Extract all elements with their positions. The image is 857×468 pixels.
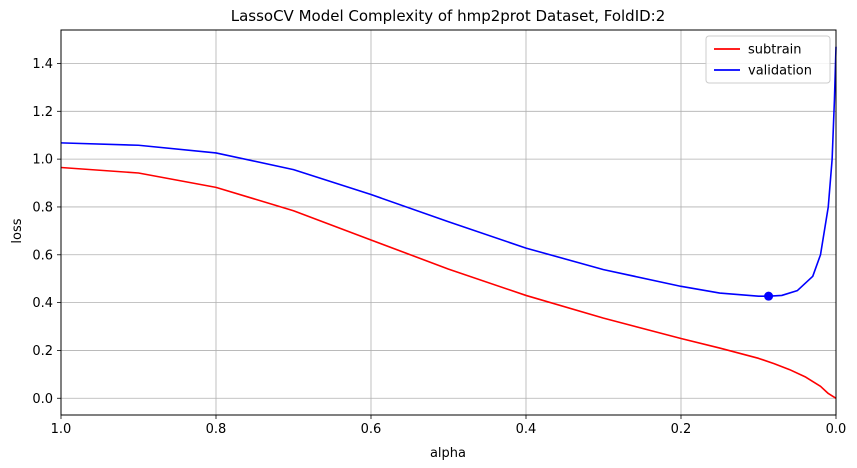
y-tick-label: 0.2 (32, 344, 53, 359)
chart-title: LassoCV Model Complexity of hmp2prot Dat… (231, 7, 666, 25)
series-layer (60, 46, 837, 399)
y-tick-label: 1.2 (32, 105, 53, 120)
y-tick-label: 1.0 (32, 153, 53, 168)
x-tick-label: 0.6 (361, 422, 382, 437)
x-tick-label: 0.0 (826, 422, 847, 437)
x-axis-ticks: 1.0 0.8 0.6 0.4 0.2 0.0 (51, 415, 847, 437)
x-tick-label: 0.8 (206, 422, 227, 437)
subtrain-legend-label: subtrain (748, 43, 802, 58)
y-tick-label: 0.8 (32, 200, 53, 215)
legend-box (705, 35, 831, 84)
x-tick-label: 0.4 (516, 422, 537, 437)
grid (60, 30, 837, 415)
plot-frame (60, 29, 837, 416)
subtrain-line (60, 166, 837, 399)
x-axis-label: alpha (430, 446, 466, 461)
y-axis-label: loss (10, 218, 25, 243)
y-tick-label: 0.6 (32, 248, 53, 263)
legend: subtrain validation (705, 35, 831, 84)
min-validation-marker (764, 291, 774, 301)
x-tick-label: 1.0 (51, 422, 72, 437)
y-tick-label: 1.4 (32, 57, 53, 72)
y-axis-ticks: 0.0 0.2 0.4 0.6 0.8 1.0 1.2 1.4 (32, 57, 61, 407)
validation-legend-label: validation (748, 64, 812, 79)
y-tick-label: 0.4 (32, 296, 53, 311)
x-tick-label: 0.2 (671, 422, 692, 437)
validation-line (60, 46, 837, 297)
y-tick-label: 0.0 (32, 392, 53, 407)
